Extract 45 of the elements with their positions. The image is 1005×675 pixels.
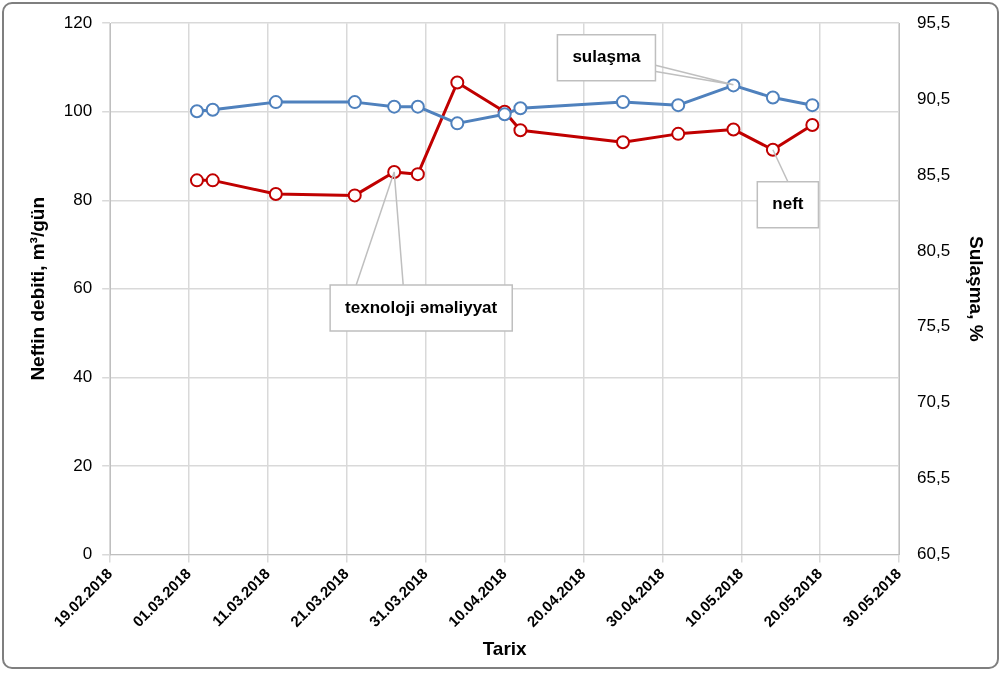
y2-tick-label: 95,5 bbox=[917, 12, 951, 32]
point bbox=[450, 116, 465, 131]
y-tick-label: 120 bbox=[63, 12, 93, 32]
point bbox=[671, 126, 686, 141]
point bbox=[615, 95, 630, 110]
y2-axis-title: Sulaşma, % bbox=[966, 235, 988, 342]
y2-tick-label: 60,5 bbox=[917, 544, 951, 564]
point bbox=[805, 118, 820, 133]
point bbox=[189, 104, 204, 119]
point bbox=[347, 95, 362, 110]
y2-tick-label: 70,5 bbox=[917, 392, 951, 412]
y2-tick-label: 90,5 bbox=[917, 88, 951, 108]
y2-tick-label: 80,5 bbox=[917, 240, 951, 260]
x-axis-title: Tarix bbox=[482, 637, 528, 659]
point bbox=[205, 173, 220, 188]
y2-tick-label: 65,5 bbox=[917, 468, 951, 488]
point bbox=[410, 167, 425, 182]
point bbox=[410, 99, 425, 114]
point bbox=[615, 135, 630, 150]
y-tick-label: 0 bbox=[82, 544, 93, 564]
point bbox=[189, 173, 204, 188]
y-tick-label: 20 bbox=[73, 455, 93, 475]
point bbox=[268, 187, 283, 202]
annotation: sulaşma bbox=[572, 47, 641, 67]
y-tick-label: 100 bbox=[63, 101, 93, 121]
point bbox=[450, 75, 465, 90]
y-tick-label: 60 bbox=[73, 278, 93, 298]
y2-tick-label: 85,5 bbox=[917, 164, 951, 184]
point bbox=[268, 95, 283, 110]
point bbox=[387, 99, 402, 114]
y2-tick-label: 75,5 bbox=[917, 316, 951, 336]
point bbox=[726, 122, 741, 137]
point bbox=[765, 90, 780, 105]
point bbox=[205, 102, 220, 117]
point bbox=[765, 142, 780, 157]
point bbox=[726, 78, 741, 93]
y-tick-label: 40 bbox=[73, 367, 93, 387]
y-tick-label: 80 bbox=[73, 189, 93, 209]
point bbox=[805, 98, 820, 113]
point bbox=[513, 101, 528, 116]
point bbox=[671, 98, 686, 113]
annotation: texnoloji əməliyyat bbox=[345, 297, 498, 317]
point bbox=[513, 123, 528, 138]
y-axis-title: Neftin debiti, m³/gün bbox=[26, 196, 48, 381]
annotation: neft bbox=[772, 194, 804, 214]
